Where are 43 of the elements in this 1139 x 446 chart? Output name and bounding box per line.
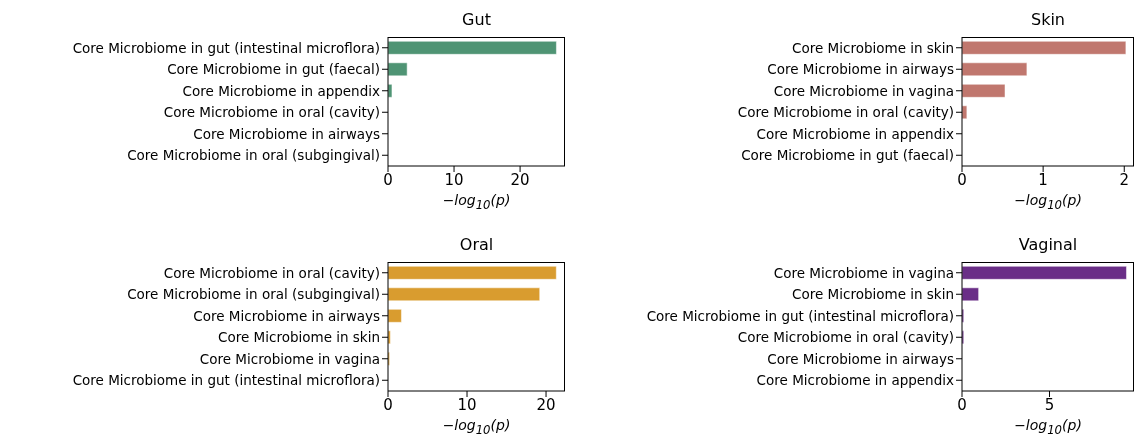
y-tick-label: Core Microbiome in skin [792,39,954,56]
x-axis-title: −log$_{10}$(p) [441,417,512,437]
x-axis-title: −log$_{10}$(p) [441,192,512,212]
y-tick-label: Core Microbiome in vagina [773,264,954,281]
y-tick-label: Core Microbiome in airways [767,350,954,367]
y-tick-label: Core Microbiome in vagina [199,350,380,367]
x-tick-label: 2 [1119,170,1130,189]
y-tick-label: Core Microbiome in oral (cavity) [737,104,954,121]
y-tick-label: Core Microbiome in gut (faecal) [741,147,954,164]
chart-title: Oral [458,235,495,254]
y-tick-label: Core Microbiome in oral (cavity) [163,264,380,281]
chart-title: Skin [1030,10,1066,29]
y-tick-label: Core Microbiome in airways [767,61,954,78]
y-tick-label: Core Microbiome in gut (intestinal microflora) [646,307,954,324]
x-tick-label: 0 [383,395,393,414]
x-axis-title: −log$_{10}$(p) [1013,192,1083,212]
y-tick-label: Core Microbiome in appendix [756,372,954,389]
x-tick-label: 0 [957,170,967,189]
x-tick-label: 20 [510,170,530,189]
y-tick-label: Core Microbiome in oral (subgingival) [127,286,380,303]
y-tick-label: Core Microbiome in gut (intestinal microflora) [72,39,380,56]
x-tick-label: 0 [383,170,393,189]
y-tick-label: Core Microbiome in skin [792,286,954,303]
y-tick-label: Core Microbiome in vagina [773,82,954,99]
x-tick-label: 10 [457,395,477,414]
y-tick-label: Core Microbiome in airways [193,125,380,142]
x-axis-title: −log$_{10}$(p) [1013,417,1083,437]
y-tick-label: Core Microbiome in skin [218,329,380,346]
y-tick-label: Core Microbiome in oral (cavity) [163,104,380,121]
x-tick-label: 20 [536,395,556,414]
y-tick-label: Core Microbiome in appendix [756,125,954,142]
y-tick-label: Core Microbiome in gut (faecal) [167,61,380,78]
x-tick-label: 1 [1038,170,1048,189]
y-tick-label: Core Microbiome in oral (subgingival) [127,147,380,164]
x-tick-label: 10 [444,170,464,189]
y-tick-label: Core Microbiome in airways [193,307,380,324]
x-tick-label: 5 [1044,395,1055,414]
x-tick-label: 0 [957,395,967,414]
y-tick-label: Core Microbiome in appendix [182,82,380,99]
y-tick-label: Core Microbiome in oral (cavity) [737,329,954,346]
chart-title: Gut [461,10,492,29]
y-tick-label: Core Microbiome in gut (intestinal microflora) [72,372,380,389]
chart-title: Vaginal [1017,235,1079,254]
